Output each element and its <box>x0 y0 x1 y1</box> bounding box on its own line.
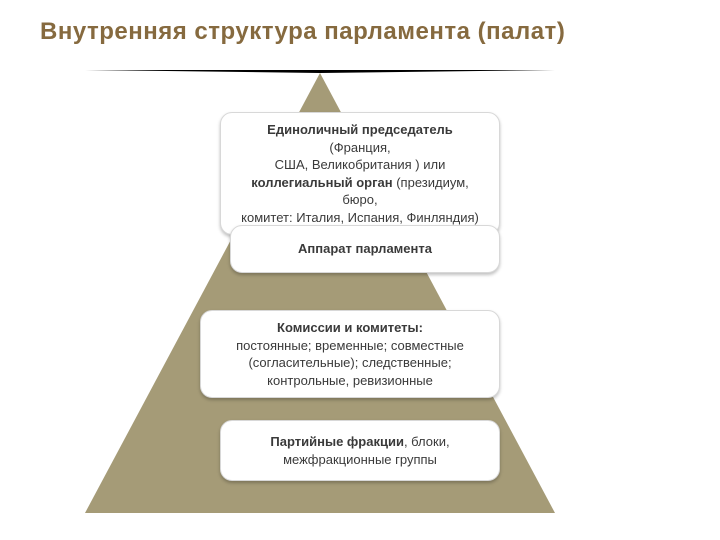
pyramid-card-3: Комиссии и комитеты:постоянные; временны… <box>200 310 500 398</box>
pyramid-card-4: Партийные фракции, блоки,межфракционные … <box>220 420 500 481</box>
card-line: межфракционные группы <box>241 451 479 469</box>
card-line: постоянные; временные; совместные <box>221 337 479 355</box>
card-line: комитет: Италия, Испания, Финляндия) <box>241 209 479 227</box>
card-line: Партийные фракции, блоки, <box>241 433 479 451</box>
pyramid-card-2: Аппарат парламента <box>230 225 500 273</box>
card-line: Аппарат парламента <box>251 240 479 258</box>
card-line: (согласительные); следственные; <box>221 354 479 372</box>
card-line: Единоличный председатель (Франция, <box>241 121 479 156</box>
card-line: США, Великобритания ) или <box>241 156 479 174</box>
card-line: контрольные, ревизионные <box>221 372 479 390</box>
card-line: Комиссии и комитеты: <box>221 319 479 337</box>
page-title: Внутренняя структура парламента (палат) <box>40 18 565 46</box>
card-line: коллегиальный орган (президиум, бюро, <box>241 174 479 209</box>
pyramid-card-1: Единоличный председатель (Франция,США, В… <box>220 112 500 235</box>
